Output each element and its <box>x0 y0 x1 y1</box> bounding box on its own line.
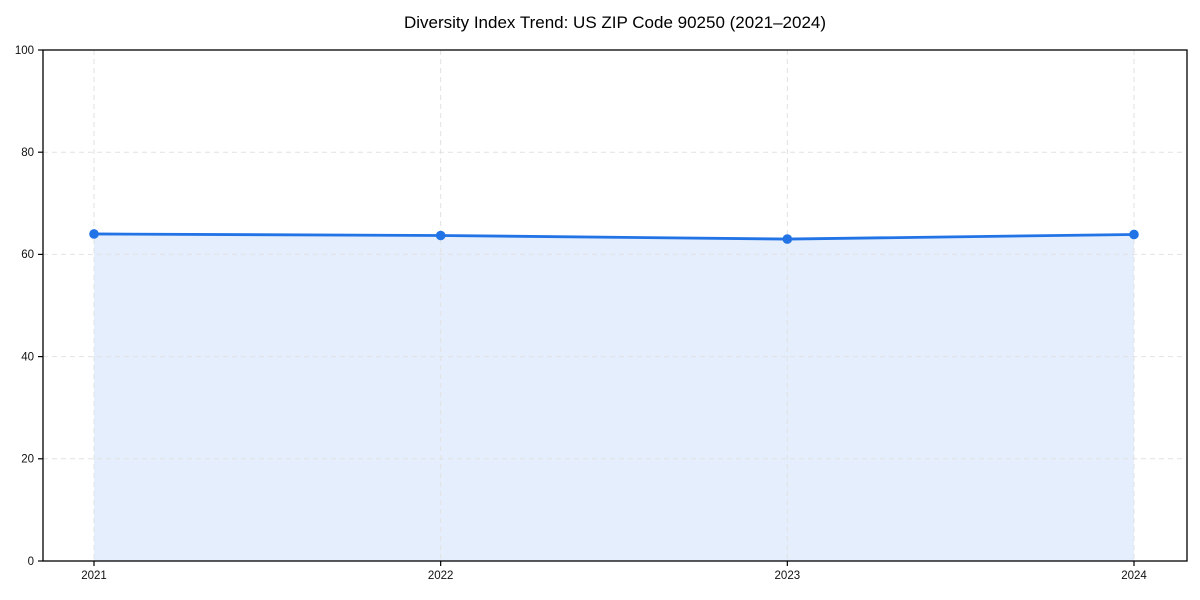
trend-line <box>92 232 1136 241</box>
chart-title: Diversity Index Trend: US ZIP Code 90250… <box>403 13 827 32</box>
x-tick-label: 2021 <box>81 570 107 582</box>
x-tick-label: 2023 <box>775 570 801 582</box>
y-tick-label: 20 <box>21 454 34 466</box>
y-tick-label: 40 <box>21 351 34 363</box>
area-fill <box>94 233 1134 561</box>
data-point <box>1129 229 1139 240</box>
y-tick-label: 100 <box>15 45 34 57</box>
data-point <box>782 234 793 244</box>
data-point <box>435 230 446 241</box>
y-tick-label: 60 <box>21 249 34 261</box>
x-tick-label: 2022 <box>428 570 454 582</box>
data-point <box>89 229 99 239</box>
y-tick-label: 80 <box>21 147 34 159</box>
plot-frame <box>42 49 1188 562</box>
y-tick-label: 0 <box>28 556 34 568</box>
x-tick-label: 2024 <box>1121 570 1147 582</box>
